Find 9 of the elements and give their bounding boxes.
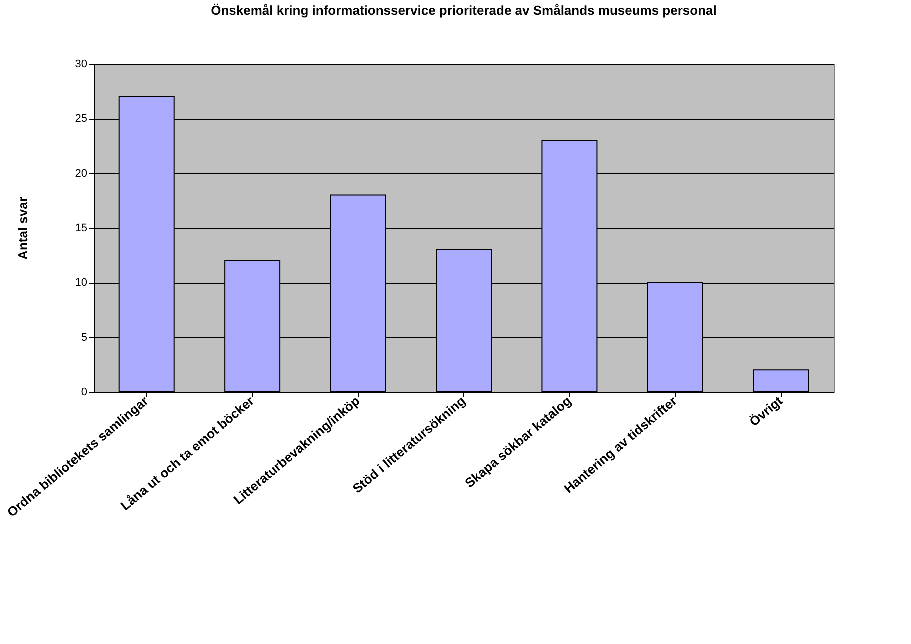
y-tick-label: 30 — [75, 58, 88, 70]
y-axis-title: Antal svar — [15, 197, 30, 260]
y-tick-label: 20 — [75, 168, 88, 180]
y-tick-label: 10 — [75, 277, 88, 290]
y-tick-label: 0 — [81, 386, 88, 398]
chart-title: Önskemål kring informationsservice prioriterade av Smålands museums personal — [211, 3, 717, 18]
y-tick-label: 5 — [81, 332, 88, 344]
y-tick-label: 15 — [75, 222, 88, 234]
y-tick-label: 25 — [75, 113, 88, 126]
